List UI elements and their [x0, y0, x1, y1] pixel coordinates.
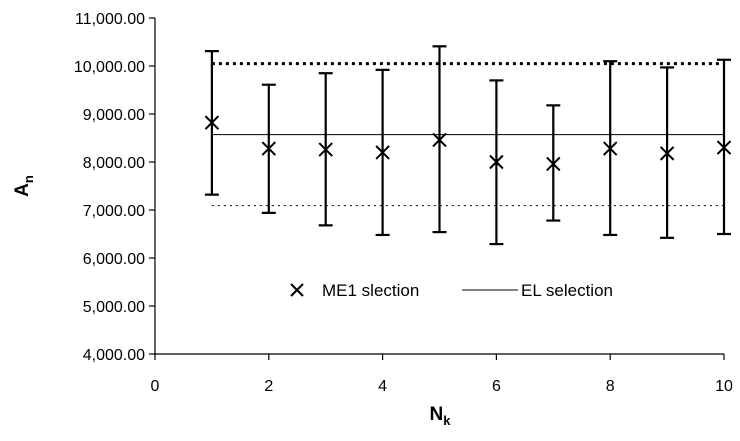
- y-tick-label: 10,000.00: [74, 59, 145, 76]
- data-point-x-marker: [716, 140, 732, 155]
- data-point-x-marker: [432, 132, 447, 148]
- x-tick-label: 8: [606, 378, 615, 395]
- legend-label-el: EL selection: [521, 281, 613, 300]
- x-marker-stroke: [318, 142, 333, 157]
- data-point-x-marker: [489, 154, 504, 170]
- data-point-x-marker: [602, 141, 618, 156]
- reference-lines: [211, 62, 724, 207]
- x-marker-stroke: [261, 141, 277, 156]
- legend-marker-me1: [290, 283, 304, 297]
- x-tick-label: 10: [715, 378, 733, 395]
- data-point-x-marker: [546, 156, 561, 172]
- x-axis-title-sub: k: [443, 413, 451, 428]
- data-point-x-marker: [375, 145, 390, 160]
- x-axis-title: Nk: [430, 404, 452, 428]
- y-tick-label: 11,000.00: [75, 11, 145, 28]
- data-point-x-marker: [318, 142, 333, 157]
- data-point-x-marker: [261, 141, 277, 156]
- x-marker-stroke: [602, 141, 618, 156]
- y-tick-label: 7,000.00: [83, 203, 145, 220]
- x-marker-stroke: [659, 146, 675, 161]
- data-point-x-marker: [659, 146, 675, 161]
- y-axis-title-sub: n: [21, 175, 36, 183]
- x-tick-label: 0: [151, 378, 160, 395]
- y-tick-label: 9,000.00: [83, 107, 145, 124]
- x-tick-label: 2: [264, 378, 273, 395]
- x-marker-stroke: [204, 115, 220, 130]
- y-tick-label: 5,000.00: [83, 299, 145, 316]
- x-axis-title-main: N: [430, 404, 444, 425]
- y-tick-label: 6,000.00: [83, 251, 145, 268]
- axis-labels: An Nk: [12, 175, 451, 428]
- x-marker-stroke: [290, 283, 304, 297]
- y-tick-label: 4,000.00: [83, 347, 145, 364]
- x-marker-stroke: [489, 154, 504, 170]
- axes: 4,000.00 5,000.00 6,000.00 7,000.00 8,000.00…: [74, 11, 733, 395]
- x-marker-stroke: [546, 156, 561, 172]
- y-axis-title-main: A: [12, 183, 33, 197]
- x-marker-stroke: [375, 145, 390, 160]
- data-points: [204, 115, 732, 172]
- legend: ME1 slection EL selection: [290, 281, 613, 300]
- legend-label-me1: ME1 slection: [322, 281, 419, 300]
- x-marker-stroke: [716, 140, 732, 155]
- x-tick-label: 6: [492, 378, 501, 395]
- error-bars: [204, 45, 731, 246]
- y-tick-label: 8,000.00: [83, 155, 145, 172]
- y-axis-title: An: [12, 175, 36, 197]
- data-point-x-marker: [204, 115, 220, 130]
- x-tick-label: 4: [378, 378, 387, 395]
- x-marker-stroke: [432, 132, 447, 148]
